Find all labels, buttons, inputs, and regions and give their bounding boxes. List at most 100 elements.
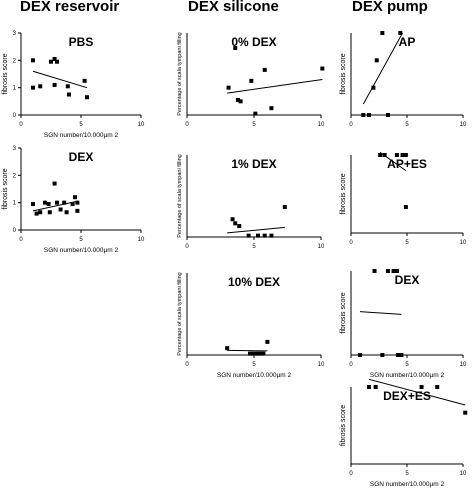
data-point — [46, 202, 51, 207]
data-point — [374, 58, 379, 63]
data-point — [385, 269, 390, 273]
data-point — [225, 346, 230, 351]
x-tick-label: 5 — [405, 122, 409, 128]
y-tick-label: 1 — [13, 86, 17, 92]
x-tick-label: 5 — [252, 362, 256, 368]
data-point — [269, 106, 274, 111]
y-tick-label: 2 — [13, 173, 17, 179]
x-tick-label: 10 — [318, 244, 325, 250]
x-axis-label: SGN number/10.000µm 2 — [370, 372, 445, 379]
data-point — [58, 207, 63, 212]
x-tick-label: 5 — [405, 471, 409, 477]
data-point — [249, 78, 254, 83]
chart-panel-pump-dex-es: DEX+ES 0 5 10 SGN number/10.000µm 2 fibrosis … — [340, 378, 468, 488]
y-axis-label: fibrosis score — [2, 53, 9, 94]
panel-title: 1% DEX — [231, 157, 276, 171]
chart-panel-pump-ap: AP 0 5 10 fibrosis score — [340, 31, 467, 128]
data-point — [403, 153, 408, 157]
data-point — [75, 200, 80, 205]
data-point — [435, 385, 440, 389]
data-point — [238, 99, 243, 104]
chart-panel-pump-dex: DEX 0 5 10 SGN number/10.000µm 2 fibrosis sco… — [340, 269, 467, 379]
data-point — [262, 233, 267, 238]
column-title-dex-reservoir: DEX reservoir — [20, 0, 120, 15]
data-point — [385, 113, 390, 117]
data-point — [394, 153, 399, 157]
y-axis-label: fibrosis score — [340, 292, 347, 333]
data-point — [47, 210, 52, 215]
panel-title: DEX — [69, 150, 94, 164]
x-tick-label: 10 — [460, 240, 467, 246]
data-point — [380, 353, 385, 357]
y-axis-label: fibrosis score — [2, 168, 9, 209]
data-point — [31, 202, 35, 207]
x-tick-label: 5 — [405, 240, 409, 246]
panel-title: PBS — [69, 35, 94, 49]
y-axis-label: Percentage of scala tympani filling — [177, 154, 183, 237]
x-axis-label: SGN number/10.000µm 2 — [44, 247, 119, 254]
panel-title: DEX+ES — [383, 389, 431, 403]
data-point — [237, 224, 242, 229]
data-point — [398, 31, 403, 35]
data-point — [52, 181, 57, 186]
regression-line — [362, 32, 403, 105]
data-point — [403, 205, 408, 209]
data-point — [253, 111, 258, 116]
data-point — [261, 351, 266, 356]
y-axis-label: Percentage of scala tympani filling — [177, 32, 183, 115]
data-point — [382, 153, 387, 157]
data-point — [320, 66, 325, 71]
x-tick-label: 0 — [19, 237, 23, 243]
x-tick-label: 5 — [252, 122, 256, 128]
data-point — [31, 85, 35, 90]
data-point — [49, 59, 53, 64]
x-tick-label: 10 — [460, 471, 467, 477]
data-point — [73, 195, 77, 200]
column-title-dex-silicone: DEX silicone — [188, 0, 279, 15]
data-point — [246, 233, 251, 238]
y-tick-label: 3 — [13, 31, 17, 37]
x-tick-label: 0 — [185, 362, 189, 368]
x-tick-label: 0 — [19, 122, 23, 128]
data-point — [380, 31, 385, 35]
data-point — [391, 269, 396, 273]
data-point — [394, 269, 399, 273]
regression-line — [227, 226, 285, 234]
x-tick-label: 10 — [318, 362, 325, 368]
data-point — [55, 200, 59, 205]
data-point — [247, 351, 252, 356]
panel-title: 0% DEX — [231, 35, 276, 49]
chart-panel-sil-10: 10% DEX 0 5 10 SGN number/10.000µm 2 Percenta… — [177, 272, 325, 379]
y-tick-label: 0 — [13, 113, 17, 119]
data-point — [366, 385, 371, 389]
column-title-dex-pump: DEX pump — [352, 0, 428, 15]
data-point — [64, 210, 69, 215]
data-point — [62, 200, 67, 205]
data-point — [233, 221, 238, 226]
data-point — [378, 153, 383, 157]
data-point — [258, 351, 263, 356]
y-axis-label: Percentage of scala tympani filling — [177, 272, 183, 355]
data-point — [400, 153, 405, 157]
regression-line — [227, 349, 268, 352]
data-point — [70, 202, 75, 207]
x-axis-label: SGN number/10.000µm 2 — [370, 481, 445, 488]
data-point — [373, 385, 378, 389]
data-point — [262, 67, 267, 72]
x-tick-label: 0 — [349, 471, 353, 477]
y-tick-label: 3 — [13, 146, 17, 152]
data-point — [230, 217, 235, 222]
x-tick-label: 10 — [138, 122, 145, 128]
data-point — [366, 113, 371, 117]
data-point — [38, 210, 43, 215]
data-point — [256, 233, 261, 238]
chart-panel-res-pbs: PBS 0 5 10 0 1 2 3 SGN number/10.000µm 2 fibrosis… — [2, 31, 145, 139]
data-point — [265, 339, 270, 344]
x-tick-label: 0 — [185, 244, 189, 250]
y-tick-label: 2 — [13, 58, 17, 64]
chart-panel-sil-0: 0% DEX 0 5 10 Percentage of scala tympani fi… — [177, 32, 325, 128]
x-tick-label: 5 — [252, 244, 256, 250]
data-point — [75, 208, 80, 213]
x-tick-label: 5 — [79, 122, 83, 128]
